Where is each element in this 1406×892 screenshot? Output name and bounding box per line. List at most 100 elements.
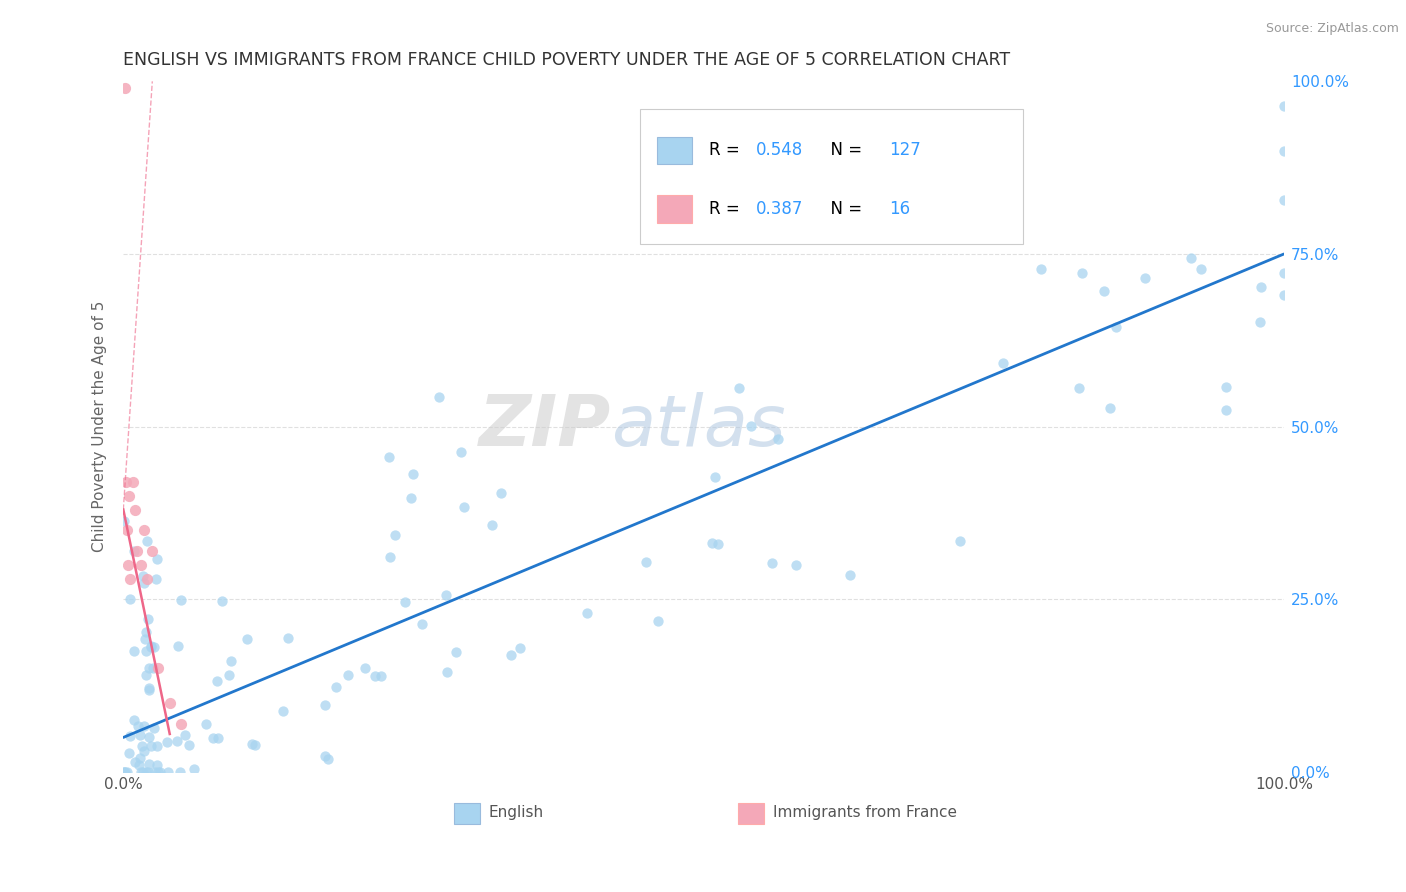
Point bbox=[243, 738, 266, 752]
Point bbox=[112, 514, 135, 528]
Point bbox=[170, 716, 193, 731]
Point bbox=[991, 356, 1014, 370]
Text: English: English bbox=[489, 805, 544, 820]
Y-axis label: Child Poverty Under the Age of 5: Child Poverty Under the Age of 5 bbox=[93, 301, 107, 552]
Point bbox=[138, 682, 160, 697]
Point bbox=[138, 661, 160, 675]
Point bbox=[170, 593, 193, 607]
Point bbox=[1071, 267, 1094, 281]
Point bbox=[411, 617, 433, 632]
Point bbox=[273, 704, 295, 718]
FancyBboxPatch shape bbox=[640, 109, 1022, 244]
Point bbox=[194, 717, 217, 731]
Text: Immigrants from France: Immigrants from France bbox=[773, 805, 957, 820]
Point bbox=[1189, 262, 1212, 277]
Point bbox=[136, 612, 159, 626]
Point bbox=[114, 764, 136, 779]
Point bbox=[141, 639, 163, 653]
Point bbox=[316, 752, 339, 766]
Point bbox=[1272, 99, 1295, 113]
Point bbox=[364, 669, 387, 683]
Point bbox=[129, 558, 152, 572]
Point bbox=[636, 555, 658, 569]
Point bbox=[146, 552, 169, 566]
Point bbox=[380, 550, 402, 565]
Text: R =: R = bbox=[710, 200, 745, 219]
Point bbox=[1029, 261, 1052, 276]
Point bbox=[143, 764, 166, 779]
Point bbox=[143, 640, 166, 654]
Point bbox=[242, 737, 264, 751]
Point bbox=[124, 502, 146, 516]
Point bbox=[117, 558, 139, 572]
Point bbox=[118, 747, 141, 761]
Text: Source: ZipAtlas.com: Source: ZipAtlas.com bbox=[1265, 22, 1399, 36]
Point bbox=[509, 640, 531, 655]
Point bbox=[120, 729, 142, 743]
Point bbox=[402, 467, 425, 481]
Point bbox=[141, 544, 163, 558]
Point bbox=[201, 731, 224, 745]
Point bbox=[384, 528, 406, 542]
Point bbox=[1092, 285, 1115, 299]
Point bbox=[277, 632, 299, 646]
Point bbox=[135, 764, 157, 779]
Point bbox=[132, 568, 155, 582]
Point bbox=[314, 698, 336, 713]
Point bbox=[166, 734, 188, 748]
Point bbox=[127, 719, 149, 733]
Point bbox=[1272, 144, 1295, 158]
Point bbox=[124, 755, 146, 769]
FancyBboxPatch shape bbox=[657, 195, 692, 223]
Point bbox=[785, 558, 807, 572]
Point bbox=[135, 533, 157, 548]
Point bbox=[394, 594, 416, 608]
Text: 16: 16 bbox=[889, 200, 911, 219]
Point bbox=[1272, 288, 1295, 302]
Point bbox=[1272, 266, 1295, 280]
Text: 0.387: 0.387 bbox=[756, 200, 803, 219]
Point bbox=[127, 544, 149, 558]
Point bbox=[740, 419, 762, 434]
Point bbox=[354, 661, 377, 675]
Point bbox=[377, 450, 399, 465]
Point bbox=[728, 381, 751, 395]
Point bbox=[132, 719, 155, 733]
Point bbox=[704, 469, 727, 483]
FancyBboxPatch shape bbox=[657, 136, 692, 164]
Point bbox=[132, 764, 155, 779]
Point bbox=[146, 758, 169, 772]
Point bbox=[702, 536, 724, 550]
Point bbox=[132, 575, 155, 590]
Point bbox=[156, 764, 179, 779]
Point bbox=[314, 748, 336, 763]
Point bbox=[444, 645, 467, 659]
Point bbox=[112, 764, 135, 779]
Point bbox=[149, 764, 172, 779]
Point bbox=[135, 668, 157, 682]
Point bbox=[218, 667, 240, 681]
Point bbox=[219, 654, 242, 668]
Point bbox=[401, 491, 423, 506]
Point bbox=[761, 557, 783, 571]
Point bbox=[450, 445, 472, 459]
Point bbox=[1250, 279, 1272, 293]
Point bbox=[118, 489, 141, 503]
Point bbox=[146, 764, 169, 779]
Point bbox=[138, 681, 160, 695]
Point bbox=[118, 592, 141, 607]
Point bbox=[1133, 271, 1156, 285]
Point bbox=[1215, 403, 1237, 417]
Point bbox=[115, 764, 138, 779]
Point bbox=[129, 764, 152, 779]
Point bbox=[949, 533, 972, 548]
Point bbox=[207, 731, 229, 745]
Point bbox=[134, 632, 156, 646]
Point bbox=[114, 81, 136, 95]
Point bbox=[146, 661, 169, 675]
Point bbox=[138, 757, 160, 772]
Point bbox=[236, 632, 259, 646]
Point bbox=[575, 606, 598, 620]
Point bbox=[135, 644, 157, 658]
Point bbox=[211, 593, 233, 607]
